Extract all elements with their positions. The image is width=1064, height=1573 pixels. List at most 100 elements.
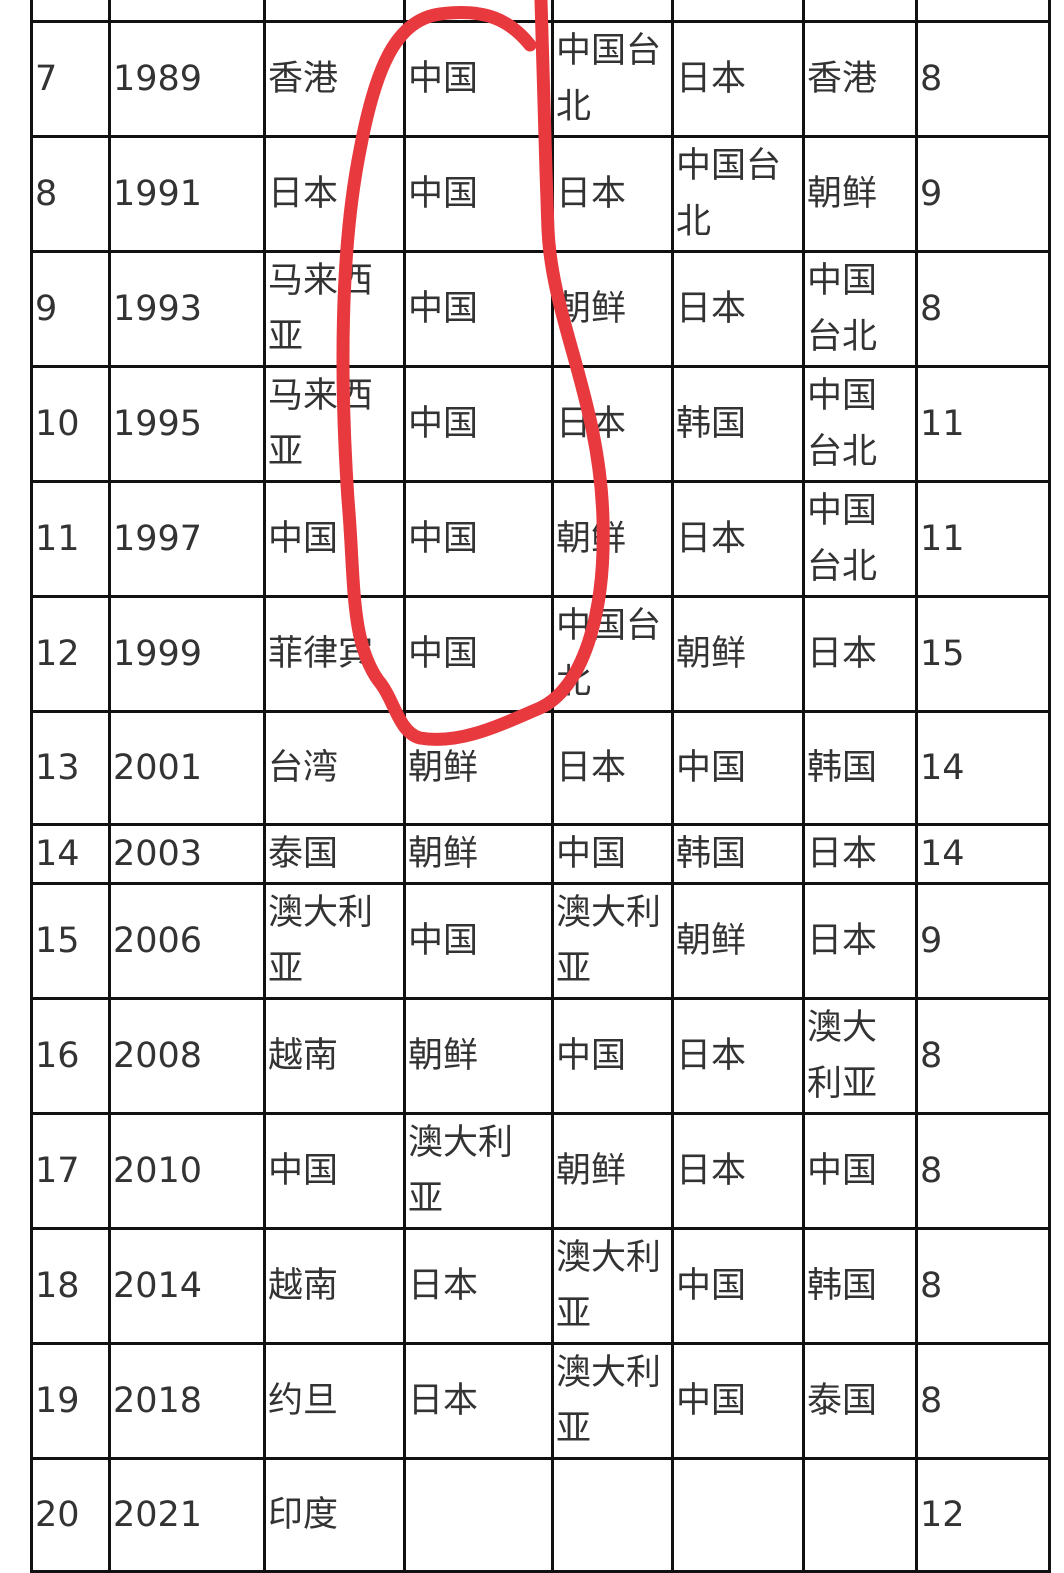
table-row: 16 2008 越南 朝鲜 中国 日本 澳大利亚 8	[30, 997, 1051, 1115]
cell-runner-up: 中国台北	[551, 595, 674, 713]
cell-third: 日本	[671, 250, 805, 368]
cell-host: 菲律宾	[263, 595, 406, 713]
cell-champion: 朝鲜	[403, 710, 554, 826]
cell-host: 马来西亚	[263, 365, 406, 483]
cell-year: 1995	[108, 365, 266, 483]
cell-year: 2021	[108, 1457, 266, 1573]
cell-runner-up: 朝鲜	[551, 1112, 674, 1230]
cell-year	[108, 0, 266, 23]
cell-fourth: 日本	[802, 595, 918, 713]
cell-rank: 11	[30, 480, 111, 598]
cell-teams: 9	[915, 882, 1051, 1000]
cell-third: 中国	[671, 1227, 805, 1345]
cell-teams: 14	[915, 710, 1051, 826]
cell-teams: 8	[915, 20, 1051, 138]
cell-runner-up: 日本	[551, 710, 674, 826]
cell-teams: 8	[915, 250, 1051, 368]
cell-rank: 12	[30, 595, 111, 713]
cell-fourth: 韩国	[802, 710, 918, 826]
table-row: 10 1995 马来西亚 中国 日本 韩国 中国台北 11	[30, 365, 1051, 483]
cell-fourth: 日本	[802, 823, 918, 885]
cell-host: 马来西亚	[263, 250, 406, 368]
cell-third: 日本	[671, 20, 805, 138]
cell-teams: 9	[915, 135, 1051, 253]
cell-champion	[403, 1457, 554, 1573]
table-row-partial: 亚	[30, 0, 1051, 23]
cell-champion: 日本	[403, 1342, 554, 1460]
cell-champion: 日本	[403, 1227, 554, 1345]
cell-host: 中国	[263, 1112, 406, 1230]
table-row: 13 2001 台湾 朝鲜 日本 中国 韩国 14	[30, 710, 1051, 826]
cell-third: 朝鲜	[671, 882, 805, 1000]
cell-teams: 8	[915, 997, 1051, 1115]
cell-champion: 中国	[403, 595, 554, 713]
cell-year: 2018	[108, 1342, 266, 1460]
cell-teams: 11	[915, 365, 1051, 483]
table-row: 9 1993 马来西亚 中国 朝鲜 日本 中国台北 8	[30, 250, 1051, 368]
table-row: 8 1991 日本 中国 日本 中国台北 朝鲜 9	[30, 135, 1051, 253]
table-row: 7 1989 香港 中国 中国台北 日本 香港 8	[30, 20, 1051, 138]
cell-year: 2003	[108, 823, 266, 885]
cell-runner-up	[551, 0, 674, 23]
table-row: 20 2021 印度 12	[30, 1457, 1051, 1573]
table-row: 14 2003 泰国 朝鲜 中国 韩国 日本 14	[30, 823, 1051, 885]
cell-champion: 中国	[403, 135, 554, 253]
cell-teams: 8	[915, 1112, 1051, 1230]
cell-runner-up: 朝鲜	[551, 250, 674, 368]
cell-fourth: 澳大利亚	[802, 997, 918, 1115]
cell-rank: 18	[30, 1227, 111, 1345]
cell-runner-up	[551, 1457, 674, 1573]
table-row: 18 2014 越南 日本 澳大利亚 中国 韩国 8	[30, 1227, 1051, 1345]
cell-runner-up: 朝鲜	[551, 480, 674, 598]
cell-host	[263, 0, 406, 23]
cell-host: 印度	[263, 1457, 406, 1573]
cell-champion: 澳大利亚	[403, 1112, 554, 1230]
cell-third	[671, 0, 805, 23]
cell-host: 越南	[263, 1227, 406, 1345]
cell-teams: 15	[915, 595, 1051, 713]
cell-third: 日本	[671, 480, 805, 598]
cell-rank: 7	[30, 20, 111, 138]
cell-rank: 17	[30, 1112, 111, 1230]
cell-third: 韩国	[671, 365, 805, 483]
cell-year: 1997	[108, 480, 266, 598]
cell-rank: 10	[30, 365, 111, 483]
cell-year: 1999	[108, 595, 266, 713]
cell-rank: 14	[30, 823, 111, 885]
cell-host: 香港	[263, 20, 406, 138]
cell-host: 澳大利亚	[263, 882, 406, 1000]
cell-host: 台湾	[263, 710, 406, 826]
cell-year: 2006	[108, 882, 266, 1000]
cell-year: 2001	[108, 710, 266, 826]
cell-fourth: 中国台北	[802, 480, 918, 598]
cell-runner-up: 日本	[551, 365, 674, 483]
cell-rank: 16	[30, 997, 111, 1115]
cell-fourth: 中国	[802, 1112, 918, 1230]
cell-champion: 中国	[403, 250, 554, 368]
cell-runner-up: 日本	[551, 135, 674, 253]
cell-rank: 8	[30, 135, 111, 253]
cell-rank: 19	[30, 1342, 111, 1460]
cell-host: 日本	[263, 135, 406, 253]
cell-runner-up: 澳大利亚	[551, 1227, 674, 1345]
cell-year: 2008	[108, 997, 266, 1115]
cell-third: 韩国	[671, 823, 805, 885]
cell-teams: 11	[915, 480, 1051, 598]
cell-champion: 朝鲜	[403, 997, 554, 1115]
cell-host: 越南	[263, 997, 406, 1115]
cell-year: 1991	[108, 135, 266, 253]
cell-third: 朝鲜	[671, 595, 805, 713]
cell-champion: 中国	[403, 365, 554, 483]
table-row: 17 2010 中国 澳大利亚 朝鲜 日本 中国 8	[30, 1112, 1051, 1230]
cell-fourth: 日本	[802, 882, 918, 1000]
cell-fourth: 香港	[802, 20, 918, 138]
cell-rank	[30, 0, 111, 23]
cell-champion: 朝鲜	[403, 823, 554, 885]
cell-teams: 12	[915, 1457, 1051, 1573]
cell-year: 2014	[108, 1227, 266, 1345]
cell-runner-up: 澳大利亚	[551, 882, 674, 1000]
cell-fourth: 中国台北	[802, 250, 918, 368]
cell-teams: 8	[915, 1342, 1051, 1460]
cell-year: 2010	[108, 1112, 266, 1230]
cell-third: 中国台北	[671, 135, 805, 253]
